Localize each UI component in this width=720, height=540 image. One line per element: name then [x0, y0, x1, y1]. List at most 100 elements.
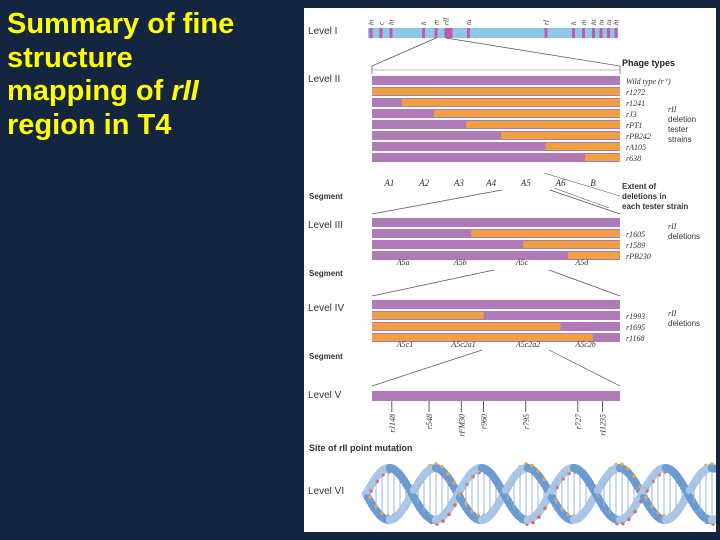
level2-group-label: strains	[668, 135, 692, 144]
level2-strain-label: rPB242	[626, 132, 651, 141]
level1-marker-label: h	[570, 21, 578, 25]
level1-marker-label: ht	[590, 19, 598, 26]
level3-segment-label: A5c	[515, 258, 529, 267]
level4-strain-label: r1695	[626, 323, 645, 332]
helix-phosphate	[620, 462, 624, 467]
level3-deletion	[567, 252, 620, 259]
level2-deletion	[434, 110, 620, 117]
level2-group-label: rII	[668, 105, 677, 114]
level1-marker-tick	[592, 28, 595, 38]
level1-marker-tick	[434, 28, 438, 38]
level1-marker-tick	[422, 28, 425, 38]
level2-strain-label: rA105	[626, 143, 646, 152]
helix-phosphate	[446, 471, 450, 476]
level2-group-label: deletion	[668, 115, 696, 124]
level1-marker-tick	[444, 28, 453, 38]
zoom-lines	[371, 37, 621, 74]
level2-segment-label: A3	[453, 178, 464, 188]
helix-phosphate	[632, 474, 636, 479]
level1-marker-tick	[582, 28, 585, 38]
level3-row-bar	[372, 251, 620, 260]
level2-segment-label: A1	[383, 178, 394, 188]
extent-note: deletions in	[622, 192, 667, 201]
helix-phosphate	[453, 503, 457, 507]
helix-phosphate	[531, 520, 535, 525]
level-label: Level IV	[308, 303, 344, 314]
level2-group-label: tester	[668, 125, 688, 134]
zoom-lines	[371, 189, 621, 215]
level1-marker-tick	[614, 28, 618, 38]
title-line-4: region in T4	[7, 108, 172, 141]
mutation-label: r795	[522, 414, 531, 429]
level4-group-label: rII	[668, 309, 677, 318]
level-label: Level III	[308, 220, 343, 231]
helix-phosphate	[543, 506, 547, 511]
mutation-label: rJ148	[388, 414, 397, 433]
level2-strain-label: r1241	[626, 99, 645, 108]
mutation-label: rI1235	[599, 414, 608, 436]
level2-row-bar	[372, 131, 620, 140]
level3-segment-label: A5a	[396, 258, 410, 267]
level1-marker-tick	[599, 28, 603, 38]
mapping-diagram: Level I Level II Level III Level IV Level V L…	[308, 17, 719, 526]
level5-bar	[372, 391, 620, 401]
helix-phosphate	[542, 477, 546, 482]
phage-types-heading: Phage types	[622, 58, 675, 68]
level3-strain-label: r1589	[626, 241, 645, 250]
level2-segment-label: A6	[555, 178, 566, 188]
level2-deletion	[466, 121, 620, 128]
helix-phosphate	[447, 512, 451, 517]
level1-marker-label: tu	[598, 19, 606, 25]
level2-deletion	[372, 88, 620, 95]
level1-marker-label: ht	[613, 19, 621, 26]
level1-marker-tick	[544, 28, 548, 38]
helix-phosphate	[633, 509, 637, 514]
level1-marker-tick	[467, 28, 470, 38]
level3-segment-label: A5b	[453, 258, 467, 267]
mutation-label: r727	[574, 413, 583, 429]
segment-caption: Segment	[309, 192, 343, 201]
slide-title: Summary of fine structure mapping of rII…	[7, 8, 297, 142]
level1-marker-label: c	[378, 21, 386, 25]
level3-deletion	[471, 230, 620, 237]
level4-segment-label: A5c2b	[574, 340, 595, 349]
level4-segment-label: A5c2a1	[450, 340, 475, 349]
level1-marker-tick	[572, 28, 575, 38]
helix-phosphate	[530, 463, 534, 468]
level2-segment-label: B	[590, 178, 596, 188]
level2-strain-label: r638	[626, 154, 641, 163]
title-gene: rII	[171, 75, 199, 107]
zoom-lines	[371, 269, 621, 297]
helix-phosphate	[537, 515, 541, 519]
level1-marker-label: m	[580, 20, 588, 25]
helix-phosphate	[638, 484, 642, 489]
level1-bar	[368, 28, 618, 38]
figure-panel: Level I Level II Level III Level IV Level V L…	[304, 8, 719, 532]
level1-marker-label: rII	[443, 17, 451, 25]
level4-top-row-bar	[372, 300, 620, 309]
extent-pointer	[543, 172, 621, 209]
level2-deletion	[585, 154, 620, 161]
level3-strain-label: r1605	[626, 230, 645, 239]
level2-deletion	[500, 132, 620, 139]
wild-type-row-bar	[372, 76, 620, 85]
level2-strain-label: rJ3	[626, 110, 637, 119]
level2-row-bar	[372, 153, 620, 162]
level4-deletion	[372, 334, 593, 341]
level2-segment-label: A4	[485, 178, 496, 188]
level1-marker-label: ht	[388, 19, 396, 26]
level1-marker-label: ht	[368, 19, 376, 26]
level3-strain-label: rPB230	[626, 252, 651, 261]
level2-strain-label: rPT1	[626, 121, 642, 130]
level3-row-bar	[372, 240, 620, 249]
level2-deletion	[401, 99, 620, 106]
wild-type-strain-label: Wild type (r⁺)	[626, 77, 671, 86]
level3-top-row-bar	[372, 218, 620, 227]
mutation-label: r548	[425, 414, 434, 429]
helix-phosphate	[452, 481, 456, 485]
extent-note: Extent of	[622, 182, 657, 191]
level1-marker-label: tu	[605, 19, 613, 25]
level4-deletion	[372, 323, 561, 330]
mutation-label: rFM30	[457, 414, 466, 437]
level1-marker-label: tu	[465, 19, 473, 25]
